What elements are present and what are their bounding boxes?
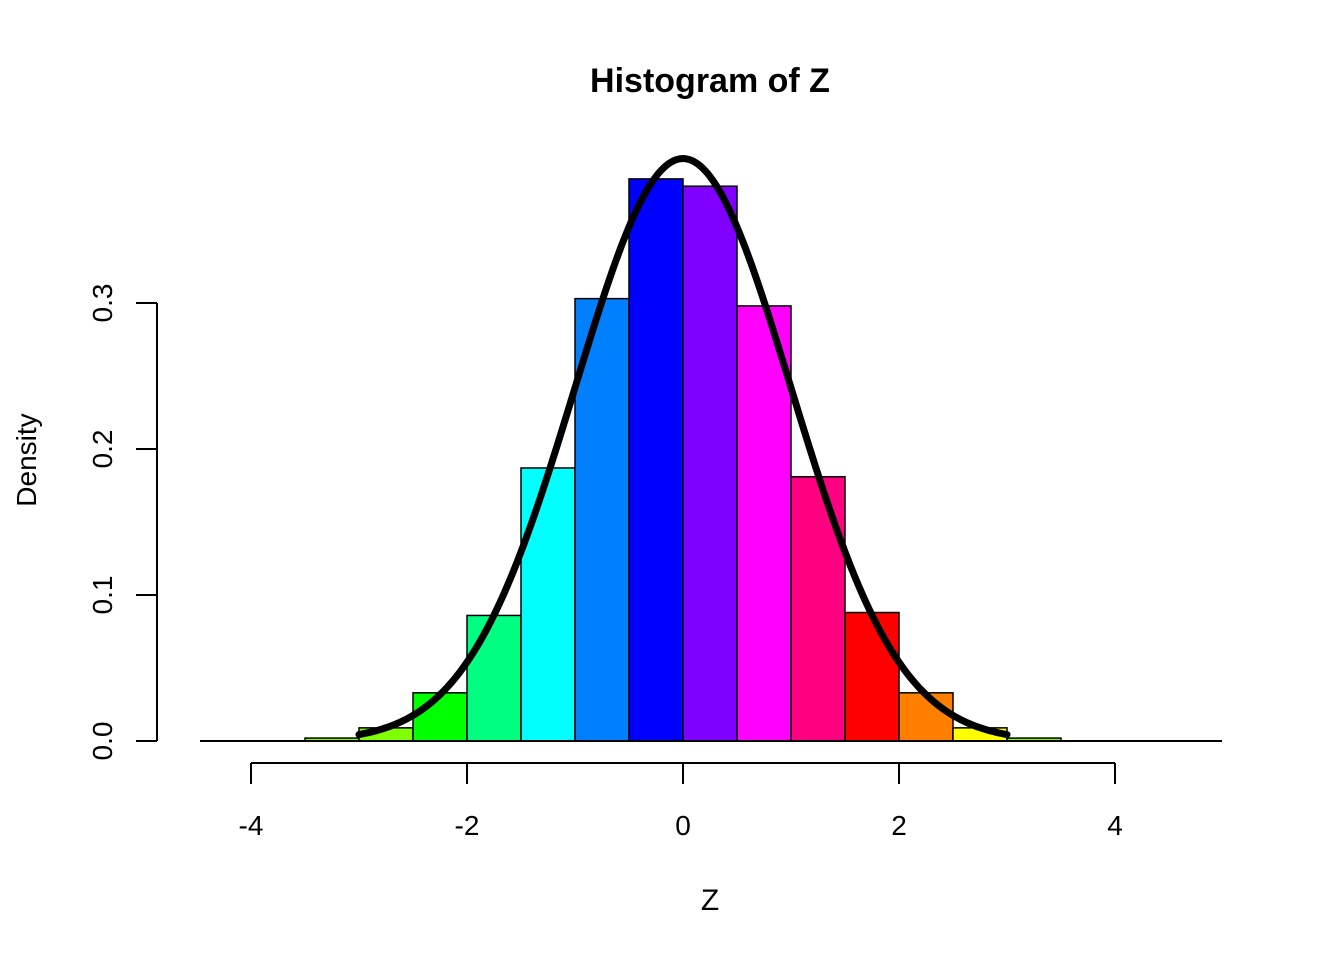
histogram-bar [844, 611, 900, 742]
density-curve-line [355, 155, 1011, 739]
y-axis-label: Density [11, 413, 42, 506]
x-axis: -4 -2 0 2 4 [239, 762, 1123, 841]
x-tick-label: -4 [239, 810, 264, 841]
histogram-bars [304, 178, 1062, 742]
x-tick-label: -2 [455, 810, 480, 841]
y-tick-label: 0.1 [87, 576, 118, 615]
chart-title: Histogram of Z [590, 62, 830, 100]
x-tick-label: 0 [675, 810, 691, 841]
histogram-bar [628, 178, 684, 742]
histogram-bar [898, 692, 954, 742]
histogram-bar [412, 692, 468, 742]
histogram-bar [466, 614, 522, 742]
y-axis: 0.0 0.1 0.2 0.3 [87, 284, 158, 761]
y-tick-label: 0.0 [87, 722, 118, 761]
histogram-bar [520, 467, 576, 742]
x-tick-label: 4 [1107, 810, 1123, 841]
histogram-bar [790, 475, 846, 742]
y-tick-label: 0.2 [87, 430, 118, 469]
x-axis-label: Z [701, 884, 719, 917]
histogram-bar [574, 297, 630, 742]
x-tick-label: 2 [891, 810, 907, 841]
y-tick-label: 0.3 [87, 284, 118, 323]
histogram-bar [682, 185, 738, 742]
density-curve [355, 155, 1011, 739]
